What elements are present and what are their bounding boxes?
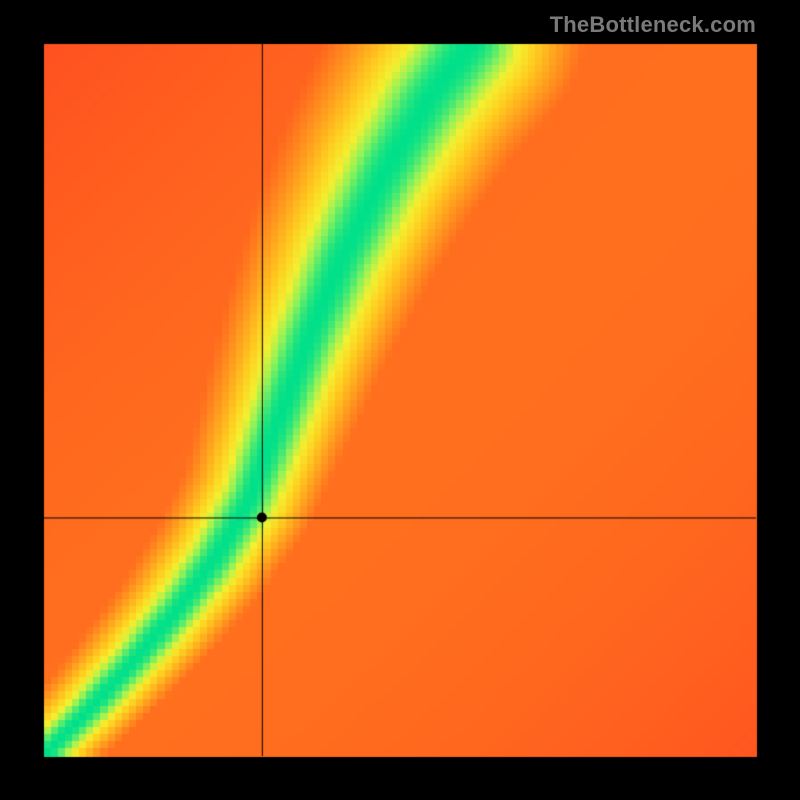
heatmap-canvas xyxy=(0,0,800,800)
watermark-text: TheBottleneck.com xyxy=(550,12,756,38)
chart-container: TheBottleneck.com xyxy=(0,0,800,800)
